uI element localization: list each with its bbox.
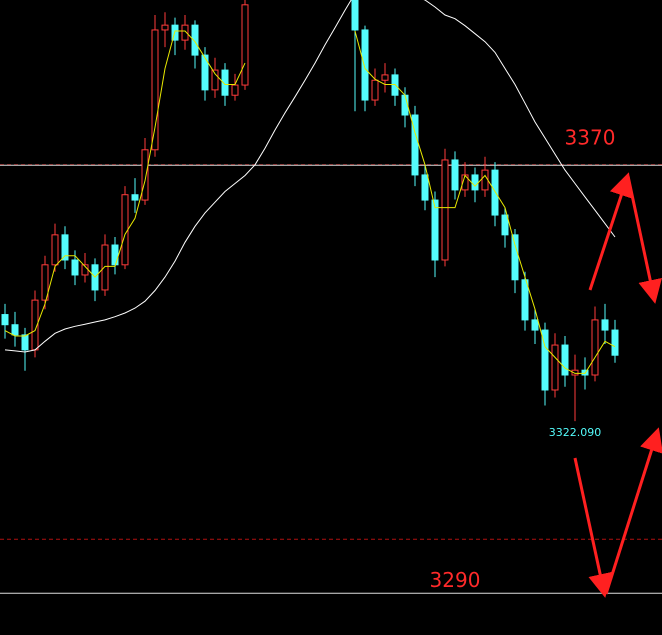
candle-body [181,24,189,41]
candle-body [61,234,69,261]
candle-body [571,369,579,376]
candle-body [351,0,359,31]
candle-body [241,4,249,86]
candle-body [381,74,389,81]
low-annotation: 3322.090 [549,426,602,439]
candle-body [481,169,489,191]
candle-body [1,314,9,326]
level-label: 3290 [430,568,481,592]
candle-body [441,159,449,261]
candle-body [611,329,619,356]
candle-body [541,329,549,391]
candle-body [451,159,459,191]
candle-body [101,244,109,291]
candle-body [421,174,429,201]
candle-body [361,29,369,101]
candle-body [71,259,79,276]
level-label: 3370 [565,125,616,149]
arrow [588,172,633,291]
candle-body [501,214,509,236]
candle-body [411,114,419,176]
plot-area [0,0,662,594]
candle-body [191,24,199,56]
candle-body [201,54,209,91]
candle-body [491,169,499,216]
candle-body [11,324,19,336]
candle-body [111,244,119,266]
candle-body [231,84,239,96]
candle-body [121,194,129,266]
candle-body [41,264,49,301]
candle-body [431,199,439,261]
candle-body [161,24,169,31]
candle-body [521,279,529,321]
candle-body [211,69,219,91]
candle-body [551,344,559,391]
candle-body [561,344,569,376]
candle-body [221,69,229,96]
candle-body [531,319,539,331]
candle-body [371,79,379,101]
candle-body [151,29,159,151]
candle-body [401,94,409,116]
candle-body [141,149,149,201]
candle-body [51,234,59,266]
candle-body [21,334,29,351]
forecast-arrows [573,172,662,598]
moving-average [4,30,616,374]
arrow [604,427,662,595]
moving-average [4,0,616,353]
candle-body [471,174,479,191]
candle-body [131,194,139,201]
arrow [626,175,662,304]
candle-body [601,319,609,331]
candle-body [511,234,519,281]
arrow [573,457,612,598]
candle-body [591,319,599,376]
